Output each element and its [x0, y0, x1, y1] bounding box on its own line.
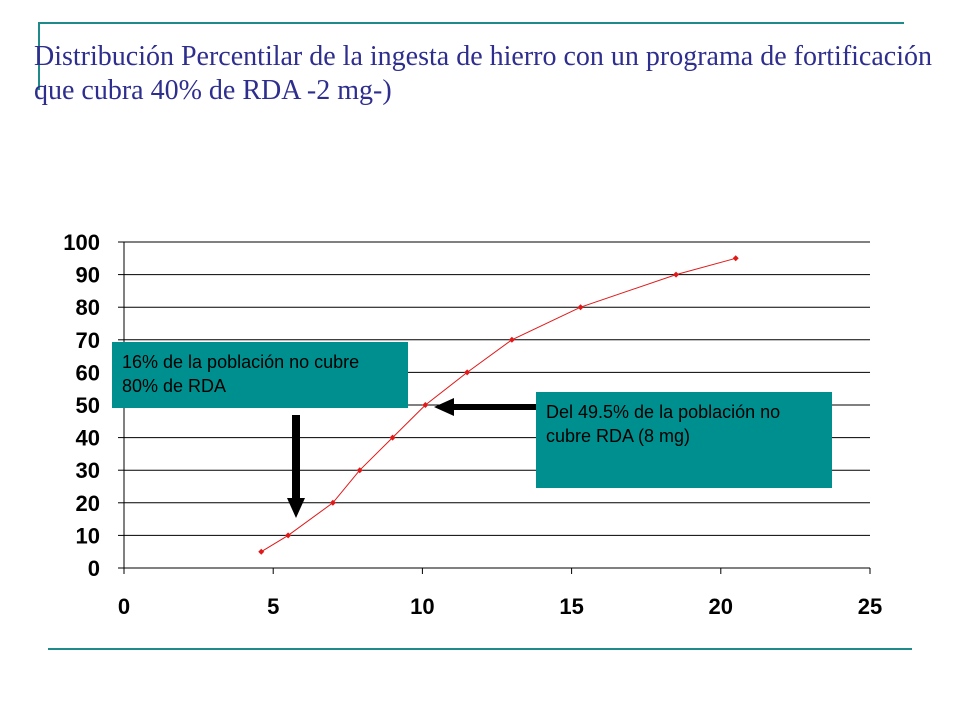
arrow-left-head	[434, 398, 454, 416]
annotation-arrows	[287, 398, 536, 518]
data-point	[673, 271, 680, 278]
data-point	[577, 304, 584, 311]
y-tick-label: 20	[76, 491, 100, 516]
data-point	[389, 434, 396, 441]
data-point	[422, 402, 429, 408]
bottom-rule	[48, 648, 912, 650]
x-tick-label: 20	[709, 594, 733, 619]
y-tick-label: 80	[76, 295, 100, 320]
x-tick-label: 10	[410, 594, 434, 619]
data-point	[285, 532, 292, 539]
series-group	[258, 255, 739, 555]
x-tick-label: 0	[118, 594, 130, 619]
x-tick-label: 5	[267, 594, 279, 619]
y-tick-label: 0	[88, 556, 100, 581]
left-rule	[38, 22, 40, 90]
y-tick-label: 10	[76, 523, 100, 548]
callout-left: 16% de la población no cubre 80% de RDA	[112, 342, 408, 408]
y-tick-label: 40	[76, 426, 100, 451]
y-tick-label: 100	[63, 230, 100, 255]
x-tick-labels: 0 5 10 15 20 25	[118, 594, 882, 619]
data-point	[356, 467, 363, 474]
data-point	[508, 336, 515, 343]
page-title: Distribución Percentilar de la ingesta d…	[34, 41, 932, 106]
y-tick-label: 70	[76, 328, 100, 353]
arrow-down-head	[287, 498, 305, 518]
y-tick-label: 50	[76, 393, 100, 418]
data-point	[732, 255, 739, 262]
y-tick-label: 90	[76, 263, 100, 288]
top-rule	[38, 22, 904, 24]
y-tick-label: 30	[76, 458, 100, 483]
callout-right: Del 49.5% de la población no cubre RDA (…	[536, 392, 832, 488]
data-point	[464, 369, 471, 376]
y-tick-label: 60	[76, 360, 100, 385]
x-tick-label: 15	[559, 594, 583, 619]
y-tick-labels: 0 10 20 30 40 50 60 70 80 90 100	[63, 230, 100, 581]
data-point	[329, 499, 336, 506]
x-tick-label: 25	[858, 594, 882, 619]
data-point	[258, 548, 265, 555]
